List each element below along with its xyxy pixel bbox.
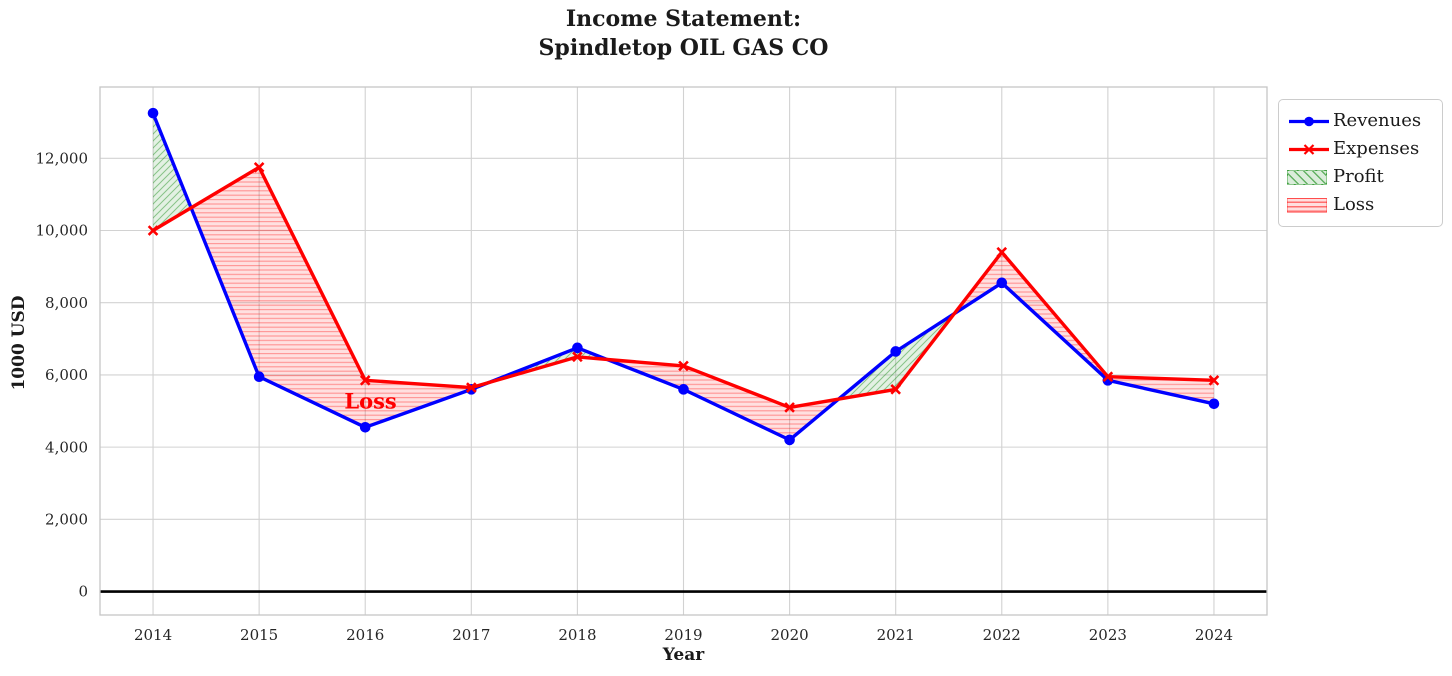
y-axis-label: 1000 USD [9,295,29,391]
loss-fill [191,167,489,428]
expenses-marker [359,375,371,386]
x-tick-label: 2016 [346,626,384,644]
x-tick-label: 2022 [983,626,1021,644]
x-tick-label: 2023 [1089,626,1127,644]
expenses-marker [147,225,159,236]
revenues-marker [1208,398,1220,410]
plot-border [99,86,1268,616]
y-tick-label: 12,000 [36,150,89,168]
revenues-marker [996,277,1008,289]
expenses-marker [678,360,689,372]
revenues-marker [890,346,901,357]
x-tick-label: 2017 [452,626,490,644]
expenses-line-icon [1287,142,1333,157]
chart-title: Income Statement: Spindletop OIL GAS CO [100,5,1267,63]
revenues-marker [678,384,689,395]
expenses-marker [465,382,477,393]
y-tick-label: 4,000 [45,438,88,456]
loss-fill [606,359,839,440]
legend-label-loss: Loss [1333,194,1375,215]
legend-item-profit: Profit [1287,163,1434,191]
revenues-line-icon [1287,114,1333,129]
expenses-marker [996,246,1008,258]
chart-title-line1: Income Statement: [565,6,802,32]
y-tick-label: 10,000 [36,222,89,240]
loss-hatch-icon [1287,197,1333,213]
expenses-marker [253,162,265,173]
legend: Revenues Expenses Profit Loss [1278,99,1443,227]
profit-fill [153,113,192,231]
legend-label-expenses: Expenses [1333,138,1420,159]
legend-item-expenses: Expenses [1287,135,1434,163]
y-tick-label: 2,000 [45,511,88,529]
x-tick-label: 2018 [558,626,596,644]
revenues-marker [784,434,795,446]
y-tick-label: 8,000 [45,294,88,312]
revenues-marker [147,107,159,119]
x-tick-label: 2019 [664,626,702,644]
expenses-marker [572,351,583,363]
x-tick-label: 2015 [240,626,278,644]
legend-label-profit: Profit [1333,166,1384,187]
tick-labels: 0 2,000 4,000 6,000 8,000 10,000 12,000 2014 201… [36,150,1234,644]
expenses-marker [1102,371,1114,383]
x-axis-label: Year [662,645,705,665]
data-series [147,107,1220,446]
x-tick-label: 2014 [134,626,172,644]
revenues-marker [359,421,371,433]
chart-title-line2: Spindletop OIL GAS CO [538,35,829,61]
profit-hatch-icon [1287,169,1333,185]
y-tick-label: 0 [78,583,88,601]
expenses-marker [890,384,902,395]
legend-item-revenues: Revenues [1287,107,1434,135]
revenues-marker [253,371,265,383]
x-tick-label: 2020 [770,626,808,644]
x-tick-label: 2024 [1195,626,1233,644]
x-tick-label: 2021 [877,626,915,644]
legend-item-loss: Loss [1287,191,1434,219]
expenses-marker [784,402,795,413]
loss-fill [954,252,1214,404]
expenses-marker [1208,375,1220,386]
y-tick-label: 6,000 [45,366,88,384]
legend-label-revenues: Revenues [1333,110,1422,131]
revenues-marker [572,342,583,354]
loss-annotation: Loss [344,388,397,414]
